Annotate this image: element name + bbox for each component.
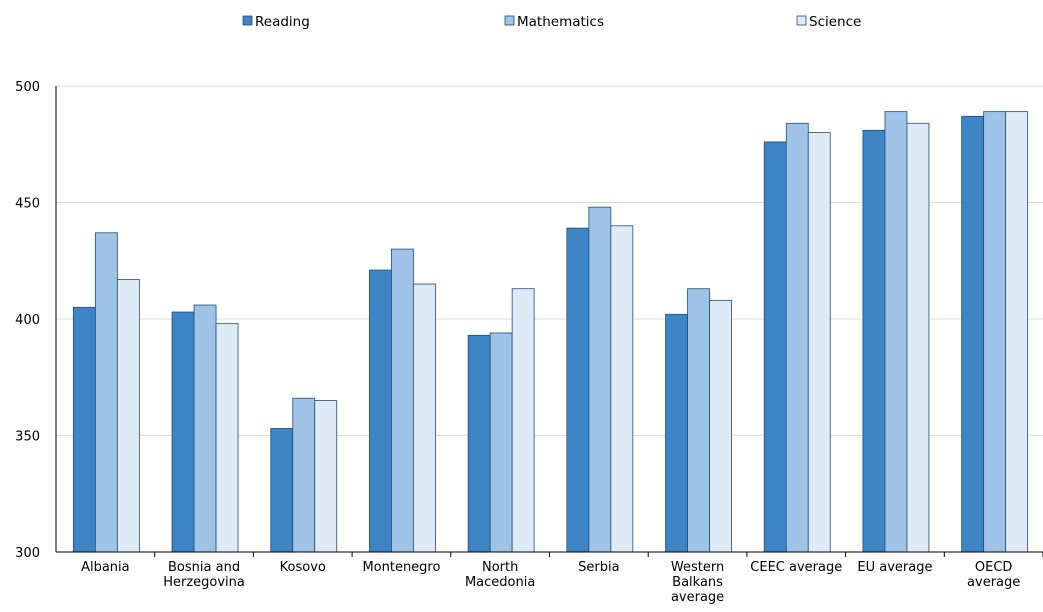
x-tick-label: Bosnia and Herzegovina xyxy=(163,560,245,590)
bar-reading-4 xyxy=(467,334,491,553)
legend-swatch-science xyxy=(796,15,807,26)
bar-reading-5 xyxy=(566,227,590,553)
bar-reading-3 xyxy=(369,269,392,553)
bar-reading-0 xyxy=(72,306,96,553)
bars xyxy=(72,111,1029,553)
bar-reading-8 xyxy=(862,129,886,553)
legend-swatch-mathematics xyxy=(504,15,515,26)
legend-label-reading: Reading xyxy=(255,14,310,30)
x-tick-label: Serbia xyxy=(578,560,619,575)
legend: Reading Mathematics Science xyxy=(242,14,861,30)
x-tick-label: CEEC average xyxy=(750,560,842,575)
x-tick-label: EU average xyxy=(857,560,932,575)
bar-mathematics-3 xyxy=(391,248,414,553)
bar-reading-7 xyxy=(763,141,787,553)
axes: 300 350 400 450 500 Albania Bosnia and Herzegov… xyxy=(15,80,1043,605)
y-tick-label: 450 xyxy=(15,197,40,212)
bar-mathematics-2 xyxy=(292,397,316,553)
bar-science-4 xyxy=(511,288,535,553)
x-tick-label: Montenegro xyxy=(362,560,440,575)
x-tick-label: Kosovo xyxy=(280,560,326,575)
bar-science-3 xyxy=(413,283,436,553)
bar-science-1 xyxy=(215,323,239,553)
bar-mathematics-1 xyxy=(193,304,217,553)
bar-science-5 xyxy=(610,225,634,553)
x-tick-label: OECD average xyxy=(967,560,1020,590)
y-tick-label: 400 xyxy=(15,313,40,328)
x-tick-label: Albania xyxy=(81,560,130,575)
y-tick-label: 350 xyxy=(15,430,40,445)
x-tick-label: Western Balkans average xyxy=(671,560,724,605)
y-tick-label: 500 xyxy=(15,80,40,95)
bar-reading-9 xyxy=(961,115,985,553)
bar-science-7 xyxy=(807,132,831,553)
bar-mathematics-7 xyxy=(785,122,809,553)
bar-mathematics-8 xyxy=(884,111,908,553)
bar-mathematics-9 xyxy=(983,111,1007,553)
bar-science-2 xyxy=(314,400,338,553)
x-tick-label: North Macedonia xyxy=(465,560,535,590)
bar-mathematics-4 xyxy=(489,332,513,553)
bar-reading-1 xyxy=(171,311,195,553)
bar-science-6 xyxy=(709,299,732,553)
legend-swatch-reading xyxy=(242,15,253,26)
bar-reading-2 xyxy=(270,428,294,553)
legend-label-mathematics: Mathematics xyxy=(517,14,604,30)
y-tick-label: 300 xyxy=(15,546,40,561)
bar-reading-6 xyxy=(665,313,688,553)
bar-mathematics-5 xyxy=(588,206,612,553)
bar-mathematics-6 xyxy=(687,288,710,553)
bar-science-8 xyxy=(906,122,930,553)
legend-label-science: Science xyxy=(809,14,861,30)
bar-science-9 xyxy=(1005,111,1029,553)
bar-science-0 xyxy=(116,278,140,553)
bar-mathematics-0 xyxy=(94,232,118,553)
